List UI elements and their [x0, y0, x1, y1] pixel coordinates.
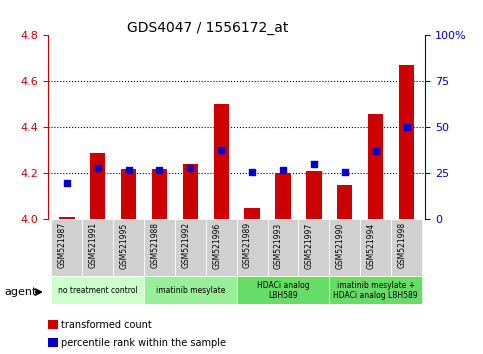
Text: GSM521988: GSM521988 — [151, 222, 159, 268]
Bar — [399, 65, 414, 219]
FancyBboxPatch shape — [144, 276, 237, 304]
Text: GSM521997: GSM521997 — [305, 222, 314, 269]
Bar — [244, 208, 260, 219]
Point — [341, 169, 349, 175]
Text: imatinib mesylate: imatinib mesylate — [156, 286, 225, 295]
Text: GDS4047 / 1556172_at: GDS4047 / 1556172_at — [127, 21, 288, 35]
Text: GSM521993: GSM521993 — [274, 222, 283, 269]
FancyBboxPatch shape — [51, 219, 82, 276]
Bar — [152, 169, 167, 219]
Bar — [59, 217, 74, 219]
Text: transformed count: transformed count — [61, 320, 152, 330]
Point — [403, 125, 411, 130]
FancyBboxPatch shape — [329, 276, 422, 304]
FancyBboxPatch shape — [298, 219, 329, 276]
Text: GSM521994: GSM521994 — [367, 222, 376, 269]
Bar — [48, 338, 58, 347]
FancyBboxPatch shape — [360, 219, 391, 276]
Text: GSM521989: GSM521989 — [243, 222, 252, 268]
FancyBboxPatch shape — [329, 219, 360, 276]
Text: GSM521998: GSM521998 — [398, 222, 407, 268]
FancyBboxPatch shape — [82, 219, 113, 276]
Text: HDACi analog
LBH589: HDACi analog LBH589 — [256, 281, 309, 300]
Bar — [275, 173, 291, 219]
FancyBboxPatch shape — [113, 219, 144, 276]
Text: imatinib mesylate +
HDACi analog LBH589: imatinib mesylate + HDACi analog LBH589 — [333, 281, 418, 300]
Text: GSM521990: GSM521990 — [336, 222, 345, 269]
Text: agent: agent — [5, 287, 37, 297]
Point — [279, 167, 287, 173]
FancyBboxPatch shape — [175, 219, 206, 276]
Point — [94, 165, 101, 171]
FancyBboxPatch shape — [391, 219, 422, 276]
Point — [186, 165, 194, 171]
FancyBboxPatch shape — [237, 219, 268, 276]
Text: GSM521991: GSM521991 — [89, 222, 98, 268]
Bar — [306, 171, 322, 219]
Bar — [213, 104, 229, 219]
Bar — [368, 114, 384, 219]
Bar — [48, 320, 58, 329]
Point — [125, 167, 132, 173]
Bar — [337, 185, 353, 219]
Bar — [183, 164, 198, 219]
FancyBboxPatch shape — [144, 219, 175, 276]
Point — [372, 149, 380, 154]
FancyBboxPatch shape — [206, 219, 237, 276]
Text: percentile rank within the sample: percentile rank within the sample — [61, 338, 227, 348]
Point — [63, 180, 71, 185]
Text: no treatment control: no treatment control — [58, 286, 138, 295]
Point — [217, 147, 225, 152]
Text: GSM521992: GSM521992 — [181, 222, 190, 268]
FancyBboxPatch shape — [268, 219, 298, 276]
Text: GSM521995: GSM521995 — [120, 222, 128, 269]
Point — [156, 167, 163, 173]
Point — [248, 169, 256, 175]
Text: GSM521996: GSM521996 — [212, 222, 221, 269]
Text: GSM521987: GSM521987 — [58, 222, 67, 268]
Bar — [90, 153, 105, 219]
Point — [310, 161, 318, 167]
Bar — [121, 169, 136, 219]
FancyBboxPatch shape — [51, 276, 144, 304]
FancyBboxPatch shape — [237, 276, 329, 304]
